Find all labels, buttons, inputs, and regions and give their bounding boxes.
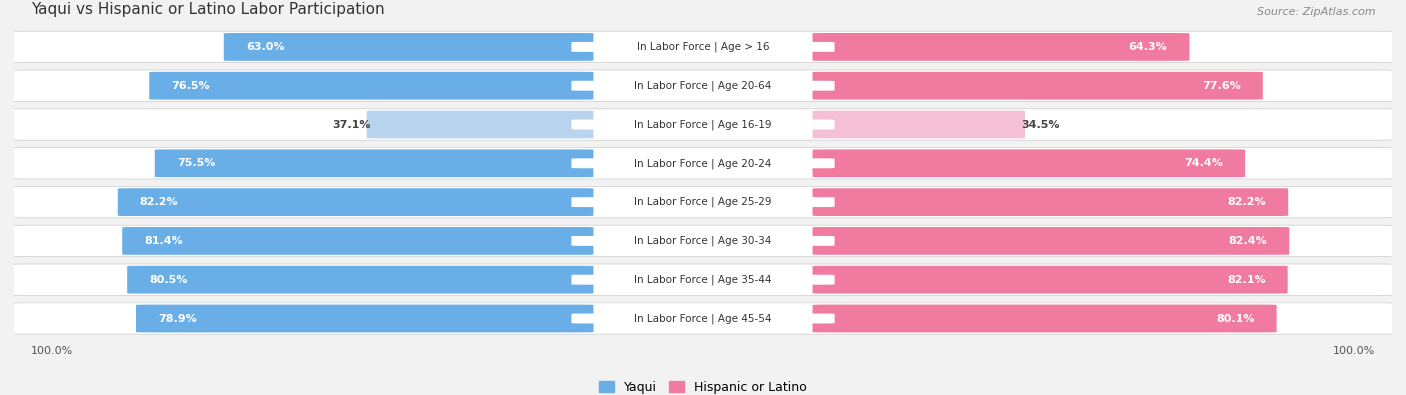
FancyBboxPatch shape	[127, 266, 593, 293]
Text: 34.5%: 34.5%	[1021, 120, 1059, 130]
Text: 77.6%: 77.6%	[1202, 81, 1240, 91]
FancyBboxPatch shape	[10, 186, 1396, 218]
FancyBboxPatch shape	[10, 31, 1396, 63]
FancyBboxPatch shape	[571, 120, 835, 130]
Text: In Labor Force | Age 20-64: In Labor Force | Age 20-64	[634, 81, 772, 91]
Text: In Labor Force | Age > 16: In Labor Force | Age > 16	[637, 41, 769, 52]
FancyBboxPatch shape	[149, 72, 593, 100]
FancyBboxPatch shape	[571, 81, 835, 91]
Text: In Labor Force | Age 35-44: In Labor Force | Age 35-44	[634, 275, 772, 285]
FancyBboxPatch shape	[122, 227, 593, 255]
FancyBboxPatch shape	[155, 149, 593, 177]
Text: 75.5%: 75.5%	[177, 158, 215, 168]
FancyBboxPatch shape	[813, 305, 1277, 332]
FancyBboxPatch shape	[224, 33, 593, 61]
FancyBboxPatch shape	[813, 33, 1189, 61]
Text: In Labor Force | Age 16-19: In Labor Force | Age 16-19	[634, 119, 772, 130]
Text: 80.1%: 80.1%	[1216, 314, 1254, 324]
Text: Source: ZipAtlas.com: Source: ZipAtlas.com	[1257, 7, 1375, 17]
Text: 63.0%: 63.0%	[246, 42, 284, 52]
FancyBboxPatch shape	[813, 266, 1288, 293]
FancyBboxPatch shape	[571, 197, 835, 207]
Text: 64.3%: 64.3%	[1129, 42, 1167, 52]
FancyBboxPatch shape	[367, 111, 593, 138]
Text: In Labor Force | Age 25-29: In Labor Force | Age 25-29	[634, 197, 772, 207]
FancyBboxPatch shape	[10, 264, 1396, 295]
FancyBboxPatch shape	[813, 72, 1263, 100]
Text: 100.0%: 100.0%	[1333, 346, 1375, 356]
FancyBboxPatch shape	[10, 303, 1396, 334]
FancyBboxPatch shape	[571, 236, 835, 246]
FancyBboxPatch shape	[10, 109, 1396, 140]
FancyBboxPatch shape	[813, 149, 1246, 177]
Text: 82.2%: 82.2%	[1227, 197, 1267, 207]
Text: 80.5%: 80.5%	[149, 275, 187, 285]
Text: In Labor Force | Age 30-34: In Labor Force | Age 30-34	[634, 236, 772, 246]
Text: 82.1%: 82.1%	[1227, 275, 1265, 285]
Text: 76.5%: 76.5%	[172, 81, 209, 91]
Text: 37.1%: 37.1%	[332, 120, 371, 130]
FancyBboxPatch shape	[136, 305, 593, 332]
Text: 78.9%: 78.9%	[157, 314, 197, 324]
Text: In Labor Force | Age 20-24: In Labor Force | Age 20-24	[634, 158, 772, 169]
Text: 81.4%: 81.4%	[145, 236, 183, 246]
FancyBboxPatch shape	[10, 70, 1396, 102]
Text: Yaqui vs Hispanic or Latino Labor Participation: Yaqui vs Hispanic or Latino Labor Partic…	[31, 2, 384, 17]
FancyBboxPatch shape	[10, 225, 1396, 257]
Text: In Labor Force | Age 45-54: In Labor Force | Age 45-54	[634, 313, 772, 324]
FancyBboxPatch shape	[118, 188, 593, 216]
Text: 100.0%: 100.0%	[31, 346, 73, 356]
Text: 82.2%: 82.2%	[139, 197, 179, 207]
FancyBboxPatch shape	[813, 188, 1288, 216]
FancyBboxPatch shape	[10, 148, 1396, 179]
Legend: Yaqui, Hispanic or Latino: Yaqui, Hispanic or Latino	[599, 381, 807, 394]
FancyBboxPatch shape	[571, 314, 835, 324]
FancyBboxPatch shape	[571, 275, 835, 285]
FancyBboxPatch shape	[571, 42, 835, 52]
Text: 74.4%: 74.4%	[1184, 158, 1223, 168]
FancyBboxPatch shape	[813, 227, 1289, 255]
FancyBboxPatch shape	[571, 158, 835, 168]
FancyBboxPatch shape	[813, 111, 1025, 138]
Text: 82.4%: 82.4%	[1229, 236, 1267, 246]
